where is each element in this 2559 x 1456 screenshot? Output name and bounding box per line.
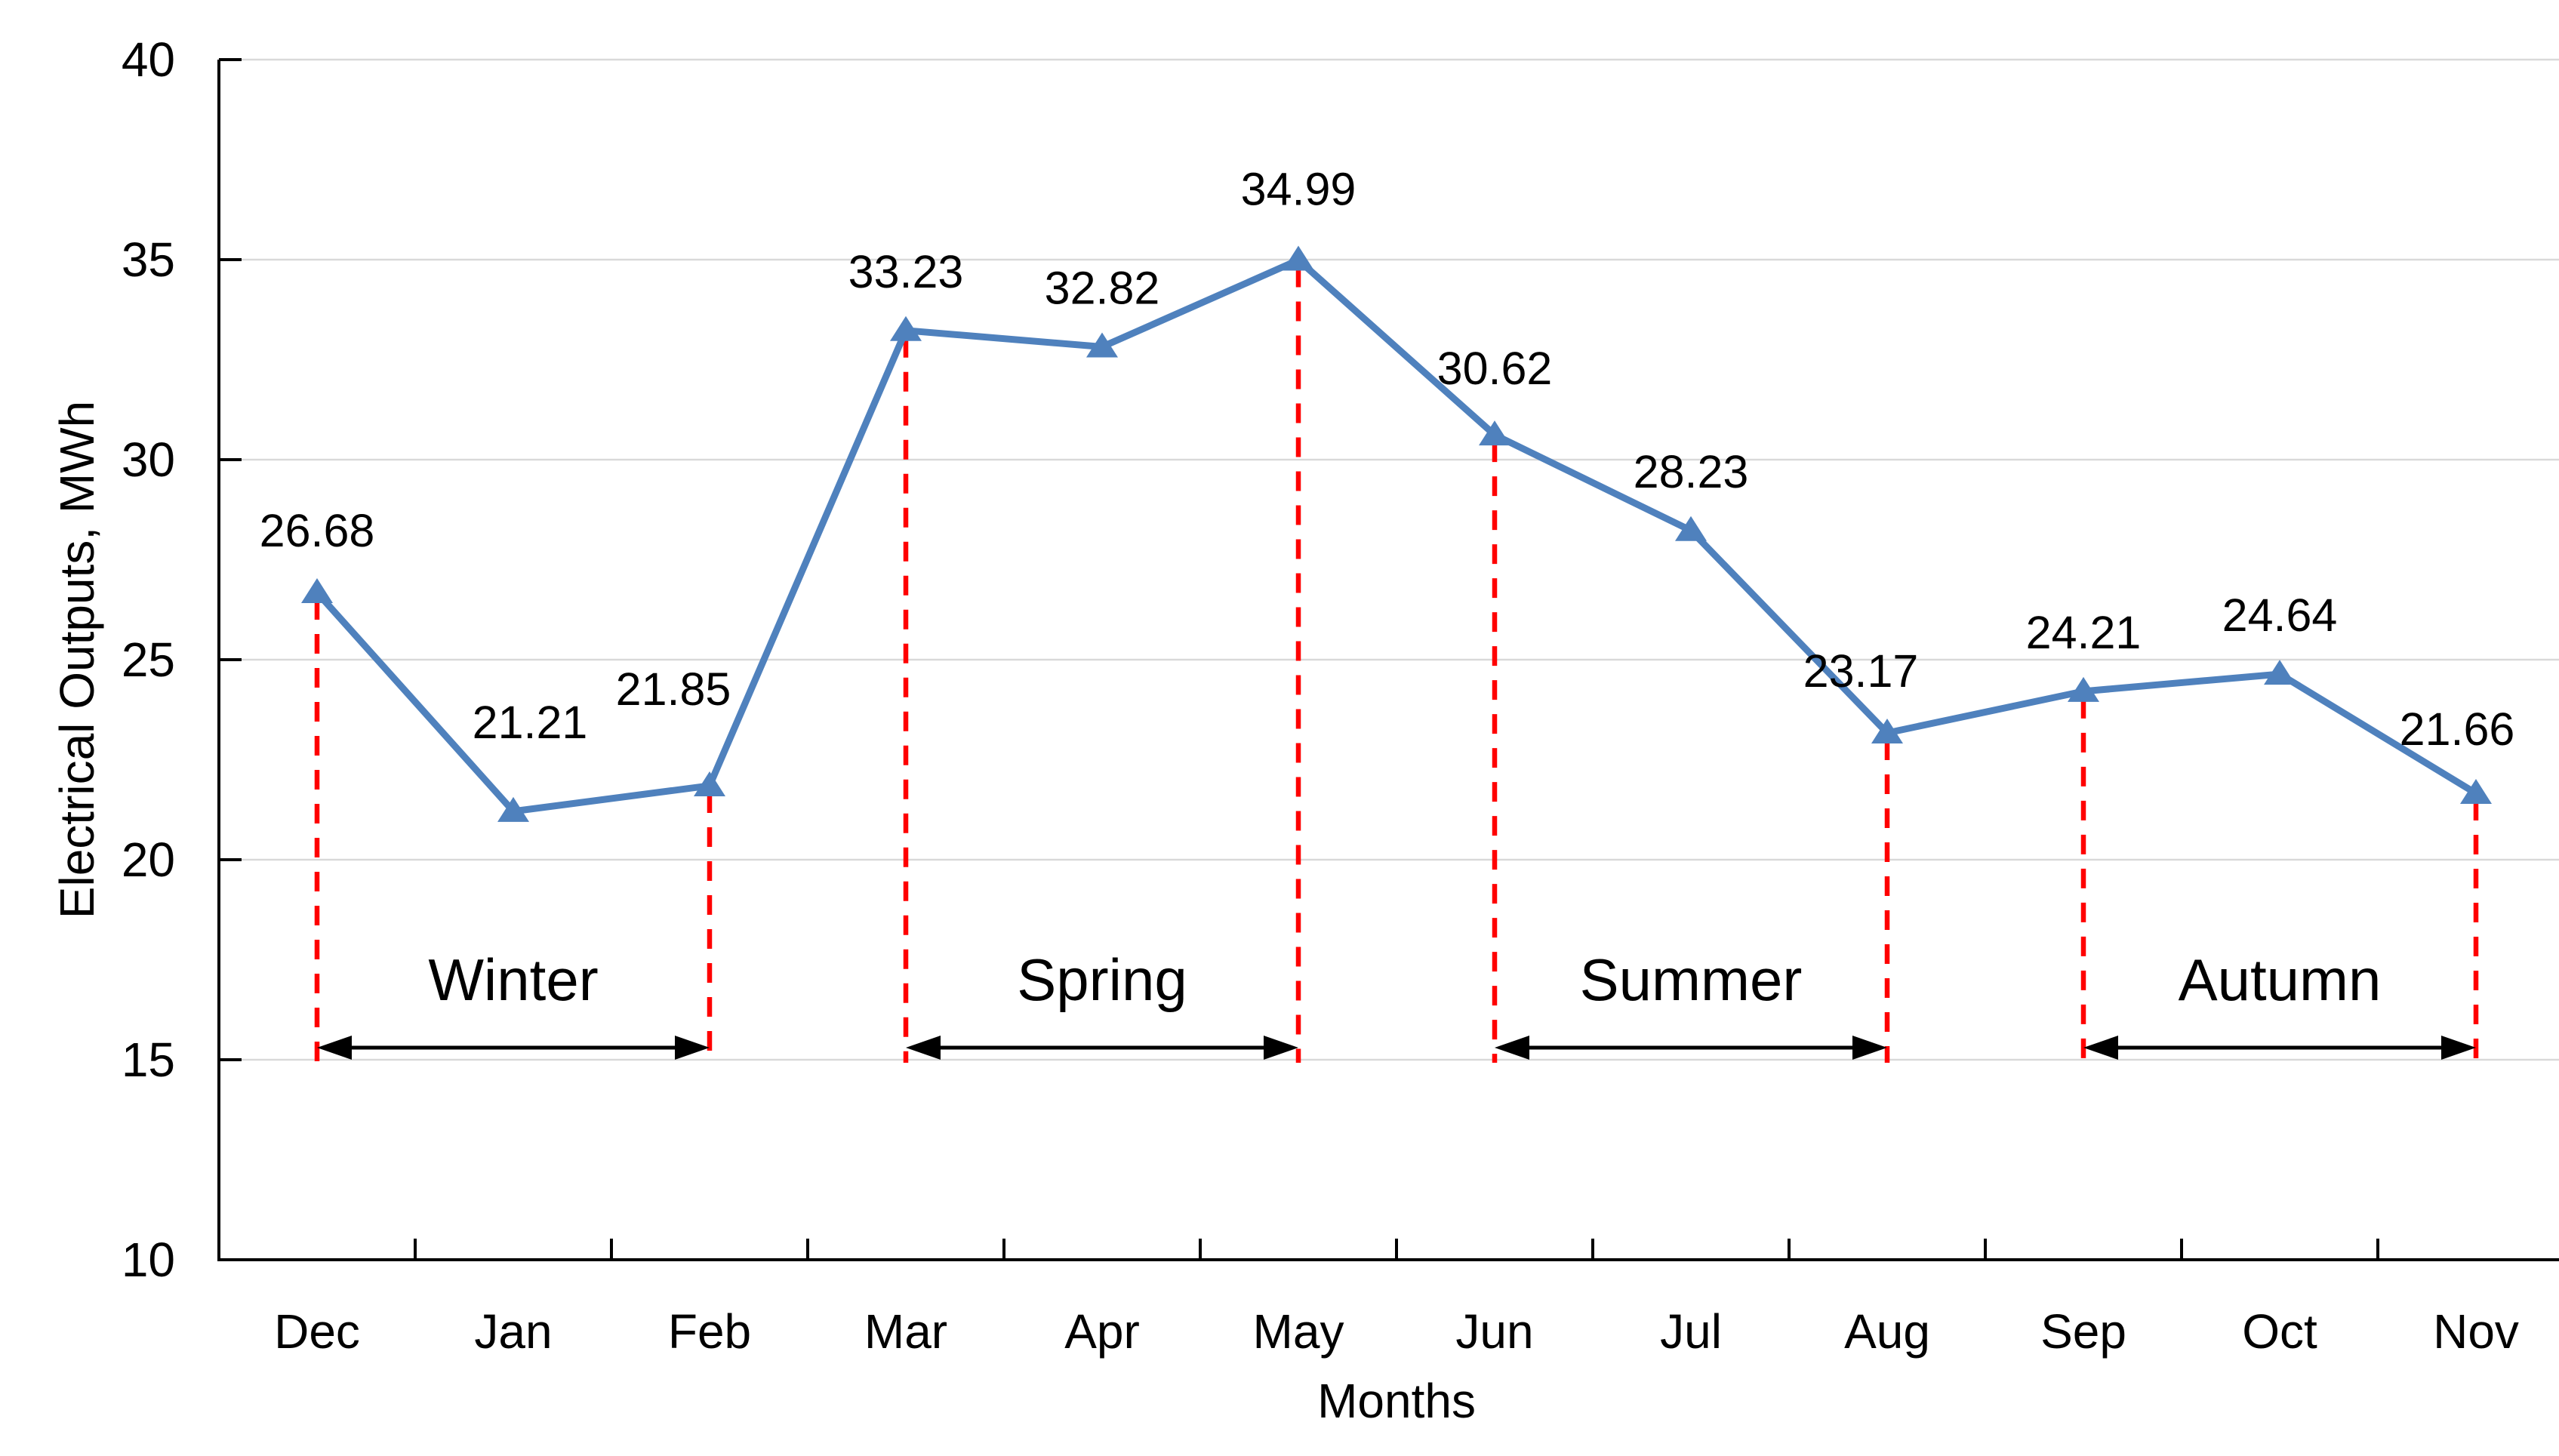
y-axis-title: Electrical Outputs, MWh	[50, 401, 104, 919]
y-tick-label: 25	[122, 633, 175, 687]
x-tick-label: Mar	[864, 1304, 947, 1359]
series-line	[313, 257, 2480, 815]
labels-layer: 10 15 20 25 30 35 40 Dec Jan Feb Mar Apr May Jun Jul Au…	[122, 32, 2519, 1359]
x-tick-label: Sep	[2040, 1304, 2126, 1359]
series-layer	[301, 245, 2492, 822]
data-label: 24.21	[2026, 607, 2142, 658]
y-tick-label: 35	[122, 232, 175, 287]
chart-canvas: Winter Spring Summer Autumn 10 15 20 25 30 35 40 D…	[50, 32, 2559, 1428]
data-point-marker	[301, 577, 333, 603]
data-point-marker	[1283, 245, 1314, 271]
data-point-marker	[1871, 718, 1903, 743]
data-label: 28.23	[1634, 446, 1749, 497]
x-tick-label: Jun	[1455, 1304, 1533, 1359]
season-arrowhead-right	[675, 1036, 710, 1060]
season-arrowhead-left	[1495, 1036, 1529, 1060]
x-tick-label: Dec	[274, 1304, 360, 1359]
x-tick-label: Aug	[1844, 1304, 1930, 1359]
x-tick-label: Nov	[2433, 1304, 2519, 1359]
data-label: 21.21	[473, 697, 588, 748]
season-arrowhead-left	[2083, 1036, 2118, 1060]
y-tick-label: 30	[122, 432, 175, 487]
season-arrowhead-right	[2441, 1036, 2476, 1060]
data-label: 33.23	[848, 246, 964, 297]
x-axis-title: Months	[1317, 1374, 1476, 1428]
season-label: Winter	[428, 947, 598, 1013]
y-tick-label: 40	[122, 32, 175, 87]
gridlines-layer	[219, 58, 2559, 1061]
data-point-marker	[497, 796, 529, 822]
data-label: 30.62	[1437, 343, 1553, 394]
x-tick-label: May	[1253, 1304, 1344, 1359]
data-label: 32.82	[1045, 263, 1160, 314]
season-arrowhead-right	[1852, 1036, 1887, 1060]
data-point-marker	[1086, 332, 1118, 358]
x-tick-label: Feb	[668, 1304, 751, 1359]
x-tick-label: Apr	[1064, 1304, 1140, 1359]
data-point-marker	[2068, 676, 2099, 702]
data-point-marker	[1479, 420, 1510, 446]
season-label: Spring	[1017, 947, 1187, 1013]
y-tick-label: 10	[122, 1233, 175, 1287]
data-point-marker	[694, 771, 725, 796]
season-arrowhead-left	[906, 1036, 941, 1060]
data-label: 24.64	[2222, 589, 2338, 641]
season-label: Summer	[1580, 947, 1803, 1013]
x-tick-label: Jan	[474, 1304, 552, 1359]
data-point-marker	[1675, 516, 1707, 541]
data-label: 21.66	[2400, 703, 2515, 755]
axes-layer	[217, 58, 2559, 1261]
data-point-marker	[2460, 779, 2492, 805]
data-label: 26.68	[260, 505, 375, 556]
x-tick-label: Oct	[2242, 1304, 2317, 1359]
data-point-marker	[2264, 660, 2296, 685]
season-annotations-layer: Winter Spring Summer Autumn	[314, 267, 2479, 1063]
data-label: 34.99	[1241, 164, 1356, 215]
y-tick-label: 20	[122, 833, 175, 887]
season-arrowhead-right	[1264, 1036, 1298, 1060]
data-label: 23.17	[1803, 645, 1919, 697]
electrical-outputs-chart: Winter Spring Summer Autumn 10 15 20 25 30 35 40 D…	[30, 12, 2559, 1444]
data-label: 21.85	[616, 663, 731, 715]
data-point-marker	[890, 316, 922, 341]
x-tick-label: Jul	[1660, 1304, 1722, 1359]
season-arrowhead-left	[317, 1036, 352, 1060]
season-label: Autumn	[2179, 947, 2382, 1013]
y-tick-label: 15	[122, 1033, 175, 1087]
